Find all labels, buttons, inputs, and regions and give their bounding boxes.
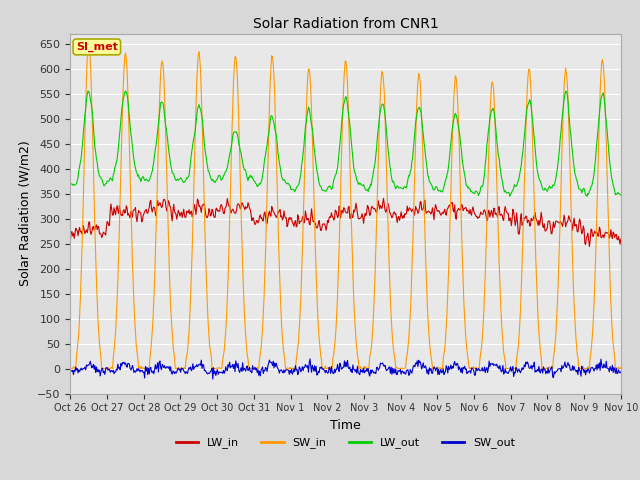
SW_out (306, 356, 314, 362)
X-axis label: Time: Time (330, 419, 361, 432)
SW_out (133, 366, 141, 372)
LW_out (77, 159, 84, 165)
LW_in (189, 211, 196, 217)
LW_out (583, 193, 591, 199)
Line: SW_out: SW_out (70, 359, 621, 379)
SW_in (77, 297, 84, 302)
LW_out (413, 110, 421, 116)
Line: SW_in: SW_in (70, 44, 621, 369)
SW_in (85, 41, 93, 47)
Text: SI_met: SI_met (76, 42, 118, 52)
LW_in (67, 238, 74, 243)
SW_out (189, 361, 196, 367)
SW_in (190, 191, 198, 197)
LW_in (77, 229, 84, 235)
Y-axis label: Solar Radiation (W/m2): Solar Radiation (W/m2) (19, 141, 32, 287)
SW_out (414, 364, 422, 370)
SW_in (134, 355, 141, 360)
LW_out (67, 180, 74, 186)
SW_in (67, 366, 74, 372)
LW_out (190, 136, 198, 142)
LW_in (617, 236, 625, 242)
LW_out (429, 187, 437, 192)
SW_out (209, 376, 216, 382)
Title: Solar Radiation from CNR1: Solar Radiation from CNR1 (253, 17, 438, 31)
LW_in (413, 207, 421, 213)
SW_in (413, 92, 421, 97)
LW_out (617, 192, 625, 198)
SW_out (67, 368, 74, 373)
LW_out (84, 88, 92, 94)
LW_in (218, 204, 226, 209)
SW_in (617, 365, 625, 371)
SW_out (77, 367, 84, 372)
LW_in (586, 244, 593, 250)
SW_out (617, 369, 625, 375)
Legend: LW_in, SW_in, LW_out, SW_out: LW_in, SW_in, LW_out, SW_out (172, 433, 520, 453)
LW_in (380, 195, 387, 201)
SW_in (219, 357, 227, 362)
LW_out (134, 173, 141, 179)
LW_out (219, 175, 227, 181)
LW_in (133, 219, 141, 225)
LW_in (429, 211, 437, 216)
SW_out (430, 364, 438, 370)
Line: LW_in: LW_in (70, 198, 621, 247)
SW_out (219, 371, 227, 376)
Line: LW_out: LW_out (70, 91, 621, 196)
SW_in (429, 366, 437, 372)
